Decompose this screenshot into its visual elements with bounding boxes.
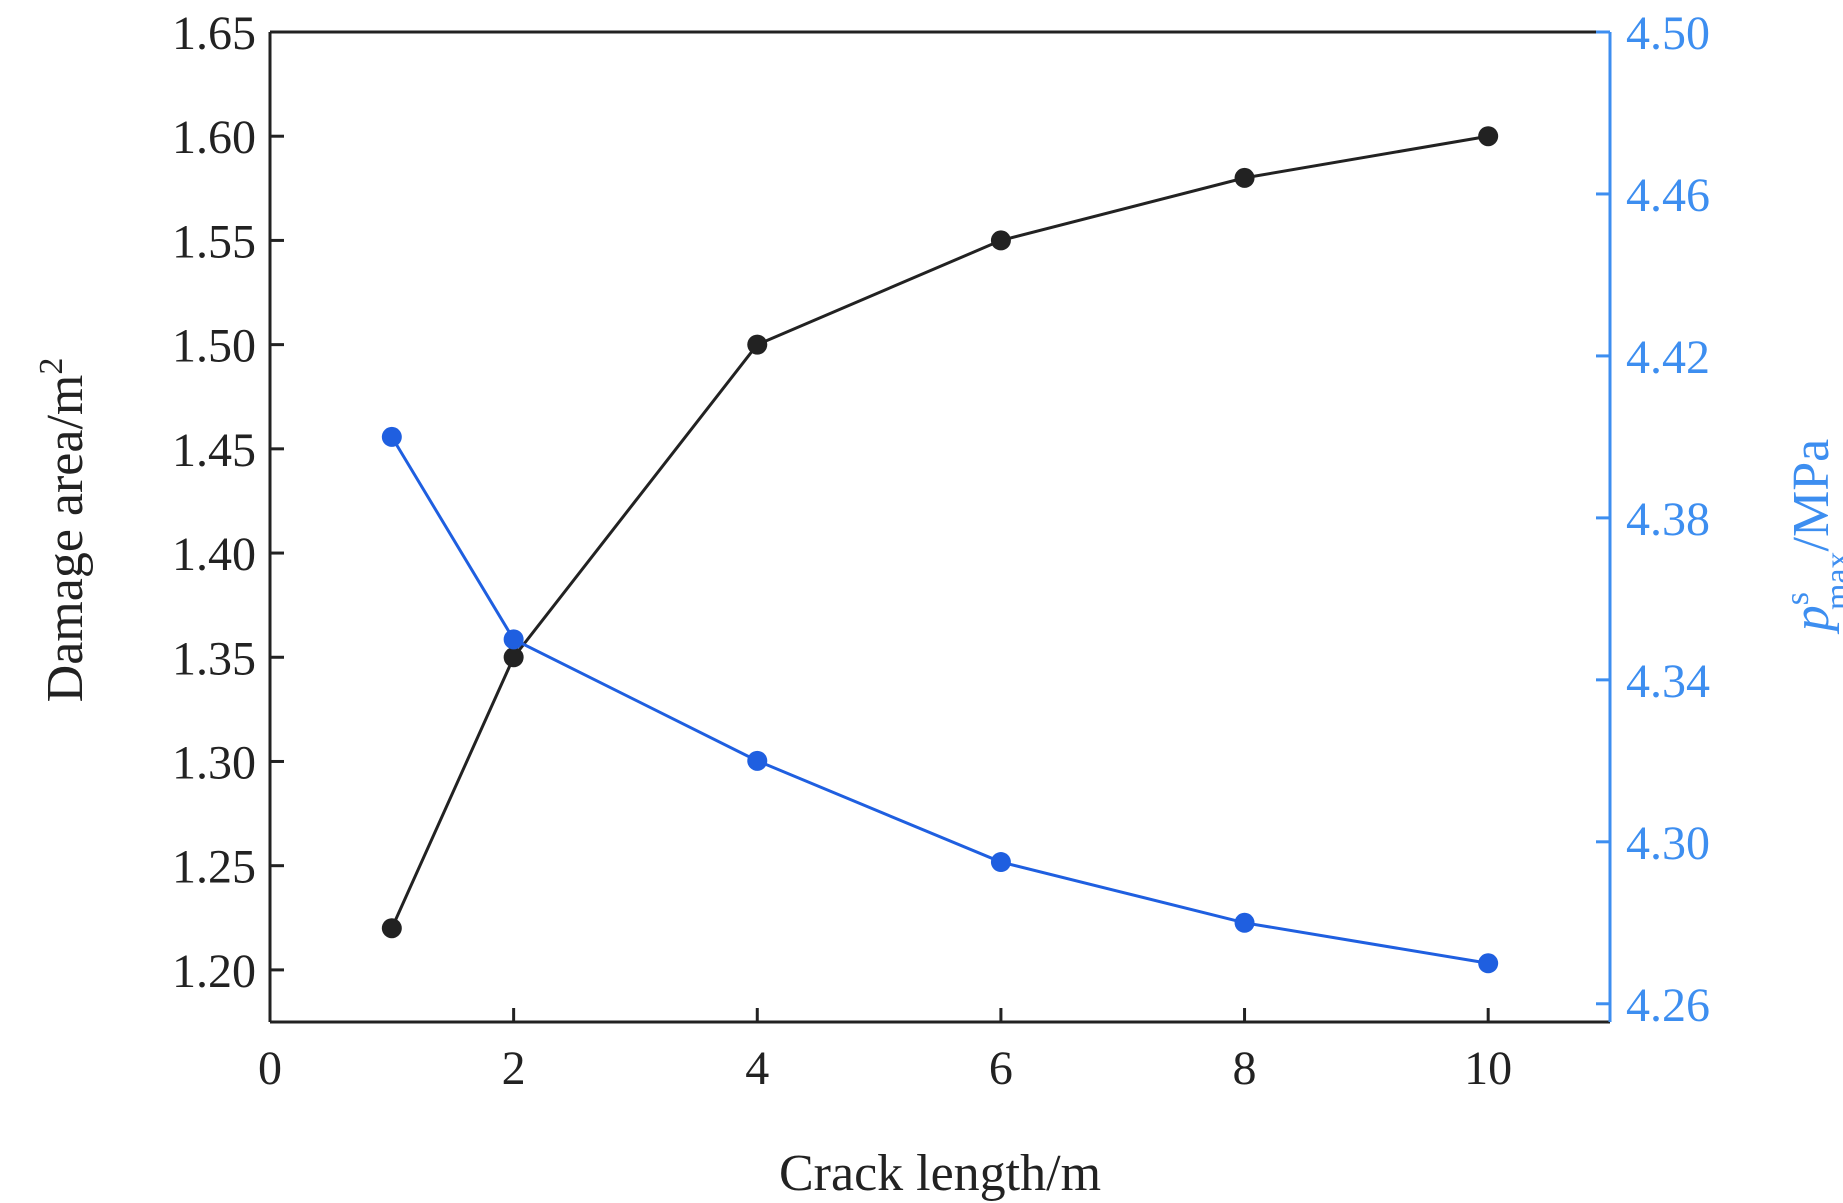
pressure-data-point — [381, 426, 402, 447]
damage-area-data-point — [1478, 126, 1499, 147]
x-tick-label: 10 — [1464, 1042, 1512, 1095]
y-tick-label: 1.60 — [172, 111, 256, 164]
y2-axis-title-superscript: s — [1779, 592, 1816, 605]
y-axis-title-text: Damage area/m — [37, 375, 94, 703]
x-tick-label: 8 — [1233, 1042, 1257, 1095]
y2-tick-label: 4.46 — [1626, 169, 1710, 222]
damage-area-data-point — [503, 647, 524, 668]
x-tick-label: 2 — [502, 1042, 526, 1095]
pressure-data-point — [990, 852, 1011, 873]
y2-axis-title-var: p — [1783, 605, 1840, 635]
y-tick-label: 1.30 — [172, 736, 256, 789]
pressure-data-point — [1234, 912, 1255, 933]
y2-tick-label: 4.26 — [1626, 979, 1710, 1032]
damage-area-series-line — [390, 134, 1489, 929]
y-tick-label: 1.35 — [172, 632, 256, 685]
y2-tick-label: 4.42 — [1626, 331, 1710, 384]
y-tick-label: 1.55 — [172, 215, 256, 268]
ticks-layer: 0 2 4 6 8 10 1.20 1.25 1.30 1.35 1.40 1.45 1.50 1.55 1… — [172, 7, 1710, 1095]
x-tick-label: 6 — [989, 1042, 1013, 1095]
x-tick-label: 0 — [258, 1042, 282, 1095]
pressure-data-point — [503, 629, 524, 650]
y-axis-title-superscript: 2 — [33, 358, 70, 375]
y-tick-label: 1.40 — [172, 528, 256, 581]
damage-area-data-point — [990, 230, 1011, 251]
y2-axis-title-subscript: max — [1819, 551, 1843, 610]
damage-area-data-point — [381, 918, 402, 939]
y-tick-label: 1.50 — [172, 320, 256, 373]
x-tick-label: 4 — [745, 1042, 769, 1095]
y-axis-title: Damage area/m2 — [33, 358, 94, 703]
y2-tick-label: 4.50 — [1626, 7, 1710, 60]
pressure-data-point — [1478, 953, 1499, 974]
y-tick-label: 1.45 — [172, 424, 256, 477]
y2-axis-title-unit: /MPa — [1783, 439, 1840, 552]
y2-axis-title: psmax/MPa — [1779, 439, 1843, 635]
y-tick-label: 1.25 — [172, 841, 256, 894]
y-tick-label: 1.65 — [172, 7, 256, 60]
pressure-series-line — [390, 436, 1489, 965]
y2-tick-label: 4.30 — [1626, 817, 1710, 870]
damage-area-data-point — [747, 334, 768, 355]
y2-tick-label: 4.38 — [1626, 493, 1710, 546]
pressure-data-point — [747, 750, 768, 771]
axes-layer — [268, 30, 1612, 1024]
series-layer — [381, 126, 1499, 974]
y-tick-label: 1.20 — [172, 945, 256, 998]
damage-area-data-point — [1234, 167, 1255, 188]
y2-tick-label: 4.34 — [1626, 655, 1710, 708]
x-axis-title: Crack length/m — [779, 1145, 1101, 1202]
